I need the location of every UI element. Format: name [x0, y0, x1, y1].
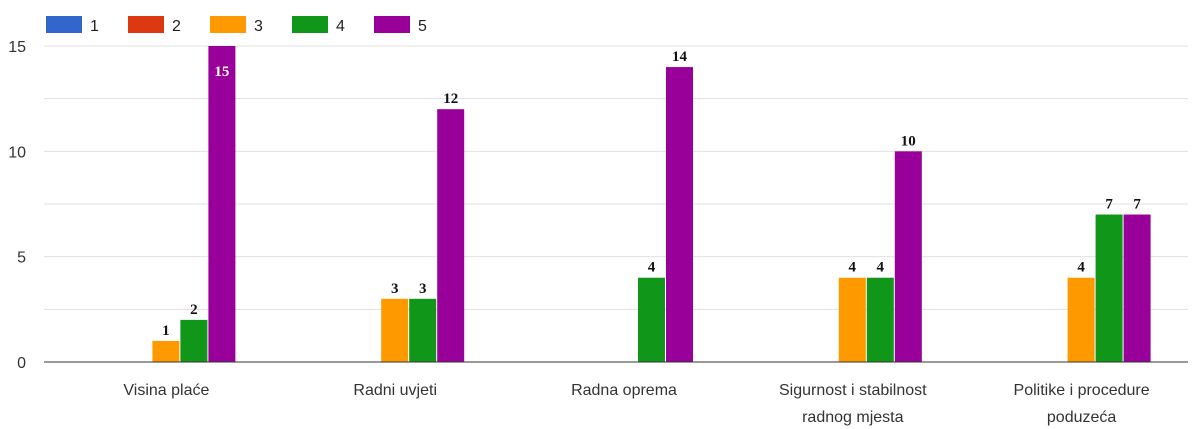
bar-series-3	[381, 298, 409, 362]
legend-label: 2	[172, 18, 181, 35]
category-label: Politike i procedure	[1014, 382, 1150, 399]
legend[interactable]: 1 2 3 4 5	[46, 16, 427, 35]
data-label: 4	[1077, 260, 1085, 276]
bar-series-4	[1095, 214, 1123, 362]
data-label: 7	[1105, 197, 1113, 213]
y-axis-ticks: 0 5 10 15	[8, 39, 26, 372]
category-label: Radna oprema	[571, 382, 677, 399]
data-label: 1	[162, 323, 170, 339]
legend-label: 5	[418, 18, 427, 35]
y-tick-label: 5	[17, 250, 26, 267]
data-label: 12	[443, 91, 458, 107]
legend-label: 4	[336, 18, 345, 35]
legend-swatch	[292, 16, 328, 33]
bar-series-3	[838, 277, 866, 362]
legend-swatch	[46, 16, 82, 33]
bar-series-5	[208, 46, 236, 362]
legend-label: 3	[254, 18, 263, 35]
y-tick-label: 0	[17, 355, 26, 372]
data-label: 3	[419, 281, 427, 297]
legend-item-4[interactable]: 4	[292, 16, 345, 35]
y-tick-label: 15	[8, 39, 26, 56]
legend-swatch	[374, 16, 410, 33]
data-label: 4	[648, 260, 656, 276]
data-label: 4	[849, 260, 857, 276]
category-label: Radni uvjeti	[353, 382, 437, 399]
legend-item-2[interactable]: 2	[128, 16, 181, 35]
data-label: 2	[190, 302, 198, 318]
data-label: 7	[1133, 197, 1141, 213]
bar-series-4	[180, 319, 208, 362]
bars	[152, 46, 1151, 363]
bar-series-4	[638, 277, 665, 362]
legend-item-3[interactable]: 3	[210, 16, 263, 35]
category-label: Sigurnost i stabilnost	[779, 382, 927, 399]
data-label: 15	[214, 64, 229, 80]
bar-series-3	[152, 340, 180, 362]
category-label: poduzeća	[1047, 409, 1116, 426]
data-label: 4	[877, 260, 885, 276]
bar-series-4	[409, 298, 437, 362]
data-label: 14	[672, 49, 688, 65]
x-axis-labels: Visina plaće Radni uvjeti Radna oprema Sigu…	[123, 382, 1149, 426]
legend-item-1[interactable]: 1	[46, 16, 99, 35]
bar-series-3	[1067, 277, 1095, 362]
bar-series-5	[666, 67, 693, 363]
category-label: radnog mjesta	[802, 409, 903, 426]
data-label: 10	[901, 133, 916, 149]
bar-series-5	[437, 109, 465, 362]
bar-series-5	[1123, 214, 1151, 362]
category-label: Visina plaće	[123, 382, 209, 399]
legend-label: 1	[90, 18, 99, 35]
bar-series-5	[894, 151, 922, 362]
legend-swatch	[128, 16, 164, 33]
legend-item-5[interactable]: 5	[374, 16, 427, 35]
legend-swatch	[210, 16, 246, 33]
y-tick-label: 10	[8, 144, 26, 161]
bar-series-4	[866, 277, 894, 362]
data-label: 3	[391, 281, 399, 297]
